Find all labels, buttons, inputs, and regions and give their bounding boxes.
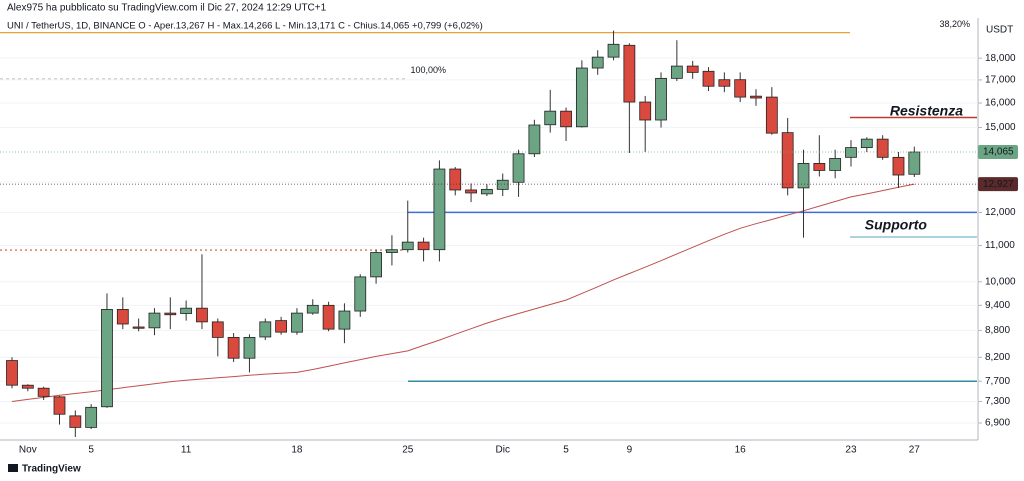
y-tick-label: 12,000 — [985, 207, 1016, 218]
y-tick-label: 16,000 — [985, 98, 1016, 109]
candle-body — [734, 79, 747, 98]
y-tick-label: 18,000 — [985, 53, 1016, 64]
candle-body — [876, 138, 889, 158]
ma-line — [11, 183, 915, 402]
y-tick-label: 17,000 — [985, 75, 1016, 86]
candle-body — [291, 312, 303, 333]
y-tick-label: 6,900 — [985, 418, 1010, 429]
y-tick-label: 8,800 — [985, 325, 1010, 336]
candle-body — [496, 179, 509, 190]
y-tick-label: 10,000 — [985, 276, 1016, 287]
candle-body — [528, 124, 541, 155]
y-tick-label: 9,400 — [985, 300, 1010, 311]
candle-body — [591, 56, 604, 69]
candle-body — [623, 44, 636, 103]
candle-body — [892, 156, 905, 176]
candle-body — [275, 320, 288, 333]
candle-body — [465, 189, 477, 194]
candle-body — [750, 95, 762, 99]
x-tick-label: 18 — [291, 445, 303, 456]
candle-body — [116, 309, 129, 325]
candle-body — [544, 110, 557, 126]
candle-body — [860, 138, 873, 148]
price-tag — [978, 145, 1018, 160]
y-tick-label: 8,200 — [985, 352, 1010, 363]
candle-body — [449, 168, 462, 191]
price-tag-label: 14,065 — [983, 147, 1014, 158]
candle-body — [655, 77, 667, 121]
candle-body — [417, 241, 430, 251]
x-tick-label: Dic — [496, 445, 510, 456]
candle-body — [164, 312, 177, 316]
candle-body — [845, 147, 857, 158]
candle-body — [686, 65, 699, 73]
currency: USDT — [986, 25, 1013, 36]
candle-body — [37, 387, 50, 397]
y-tick-label: 11,000 — [985, 240, 1015, 251]
candle-body — [480, 188, 493, 195]
candle-body — [560, 110, 572, 128]
candle-body — [354, 276, 367, 312]
y-tick-label: 7,700 — [985, 376, 1010, 387]
x-tick-label: 11 — [181, 445, 192, 456]
chart-title: Alex975 ha pubblicato su TradingView.com… — [7, 3, 327, 14]
x-tick-label: 27 — [909, 445, 921, 456]
x-tick-label: 9 — [627, 445, 633, 456]
candle-body — [6, 360, 18, 386]
candle-body — [338, 310, 351, 330]
candle-body — [148, 312, 161, 329]
candle-body — [797, 163, 810, 189]
candle-body — [211, 321, 224, 338]
candle-body — [132, 326, 145, 329]
candle-body — [386, 249, 398, 253]
x-tick-label: 16 — [735, 445, 747, 456]
candle-body — [718, 79, 731, 87]
price-tag — [978, 177, 1018, 192]
x-tick-label: 5 — [563, 445, 569, 456]
x-tick-label: 23 — [845, 445, 857, 456]
brand: TradingView — [22, 464, 81, 475]
candle-body — [829, 158, 842, 171]
candle-body — [322, 304, 335, 330]
candle-body — [765, 96, 778, 134]
y-tick-label: 7,300 — [985, 396, 1010, 407]
candle-body — [575, 67, 588, 128]
candle-body — [69, 415, 82, 428]
annotation: Supporto — [865, 217, 928, 233]
y-tick-label: 15,000 — [985, 122, 1016, 133]
candle-body — [370, 252, 382, 278]
candle-body — [227, 337, 240, 359]
x-tick-label: Nov — [19, 445, 37, 456]
x-tick-label: 25 — [402, 445, 414, 456]
candle-body — [53, 396, 66, 415]
candle-body — [813, 163, 826, 171]
candle-body — [670, 65, 683, 79]
candle-body — [401, 241, 414, 251]
candle-body — [908, 151, 921, 175]
candle-body — [512, 153, 525, 183]
price-tag-label: 12,927 — [983, 179, 1014, 190]
level-label: 38,20% — [939, 19, 970, 29]
candle-body — [607, 43, 620, 58]
candle-body — [196, 307, 208, 323]
candle-body — [639, 101, 652, 121]
candle-body — [101, 309, 113, 408]
candle-body — [21, 384, 34, 389]
candle-body — [306, 304, 319, 314]
annotation: Resistenza — [890, 103, 963, 119]
candle-body — [781, 132, 794, 189]
candle-body — [433, 168, 446, 251]
logo — [8, 464, 18, 472]
candle-body — [243, 337, 256, 359]
candle-body — [702, 70, 715, 87]
legend-text: UNI / TetherUS, 1D, BINANCE O - Aper.13,… — [7, 21, 483, 32]
x-tick-label: 5 — [88, 445, 94, 456]
level-label: 100,00% — [410, 65, 446, 75]
candle-body — [259, 321, 272, 338]
candle-body — [180, 307, 193, 314]
candle-body — [85, 406, 98, 428]
